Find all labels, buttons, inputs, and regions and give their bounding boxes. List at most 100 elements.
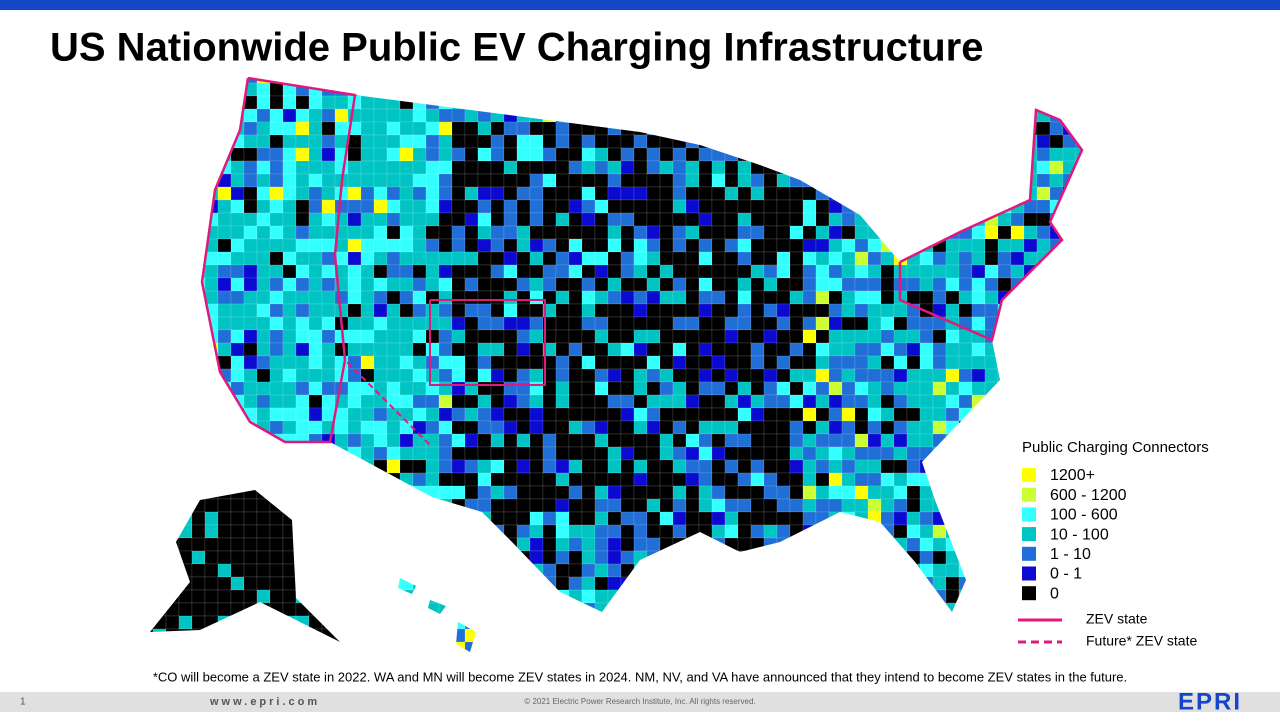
county [425,303,440,318]
county [1049,381,1064,396]
county [555,95,570,110]
county [490,355,505,370]
county [477,498,492,513]
county [529,550,544,565]
county [529,316,544,331]
county [919,134,934,149]
county [412,641,427,652]
county [685,472,700,487]
county [724,160,739,175]
county [893,355,908,370]
county [841,355,856,370]
county [438,498,453,513]
county [568,225,583,240]
county [230,264,245,279]
county [893,303,908,318]
county [308,589,323,604]
county [178,381,193,396]
county [984,160,999,175]
county [1062,238,1077,253]
county [412,628,427,643]
county [490,147,505,162]
county [321,316,336,331]
county [1049,316,1064,331]
county [633,303,648,318]
county [373,511,388,526]
county [581,628,596,643]
county [880,212,895,227]
county [893,108,908,123]
county [984,147,999,162]
county [685,303,700,318]
county [555,628,570,643]
county [295,303,310,318]
county [295,511,310,526]
county [750,641,765,652]
county [438,368,453,383]
county [542,420,557,435]
county [360,524,375,539]
county [1010,147,1025,162]
county [841,251,856,266]
county [1023,78,1038,84]
county [763,576,778,591]
county [490,368,505,383]
county [399,251,414,266]
county [477,290,492,305]
county [542,576,557,591]
county [438,134,453,149]
county [906,563,921,578]
county [438,641,453,652]
county [295,121,310,136]
county [464,147,479,162]
county [984,251,999,266]
county [737,78,752,84]
county [672,563,687,578]
county [490,459,505,474]
county [1023,394,1038,409]
county [945,238,960,253]
county [373,316,388,331]
county [490,95,505,110]
county [893,238,908,253]
county [165,615,180,630]
county [360,407,375,422]
county [711,303,726,318]
county [165,95,180,110]
county [737,95,752,110]
county [360,381,375,396]
county [607,147,622,162]
county [360,550,375,565]
county [763,186,778,201]
county [620,381,635,396]
county [568,212,583,227]
county [386,303,401,318]
county [581,316,596,331]
county [880,472,895,487]
county [150,459,154,474]
county [451,498,466,513]
county [997,368,1012,383]
county [802,303,817,318]
county [399,446,414,461]
county [828,108,843,123]
county [321,628,336,643]
county [880,485,895,500]
county [269,537,284,552]
county [997,238,1012,253]
county [789,95,804,110]
county [1075,316,1082,331]
county [763,238,778,253]
county [971,264,986,279]
county [256,433,271,448]
county [347,199,362,214]
county [321,563,336,578]
county [867,394,882,409]
county [672,355,687,370]
county [841,342,856,357]
county [425,147,440,162]
county [1075,173,1082,188]
county [542,95,557,110]
county [334,433,349,448]
county [737,407,752,422]
